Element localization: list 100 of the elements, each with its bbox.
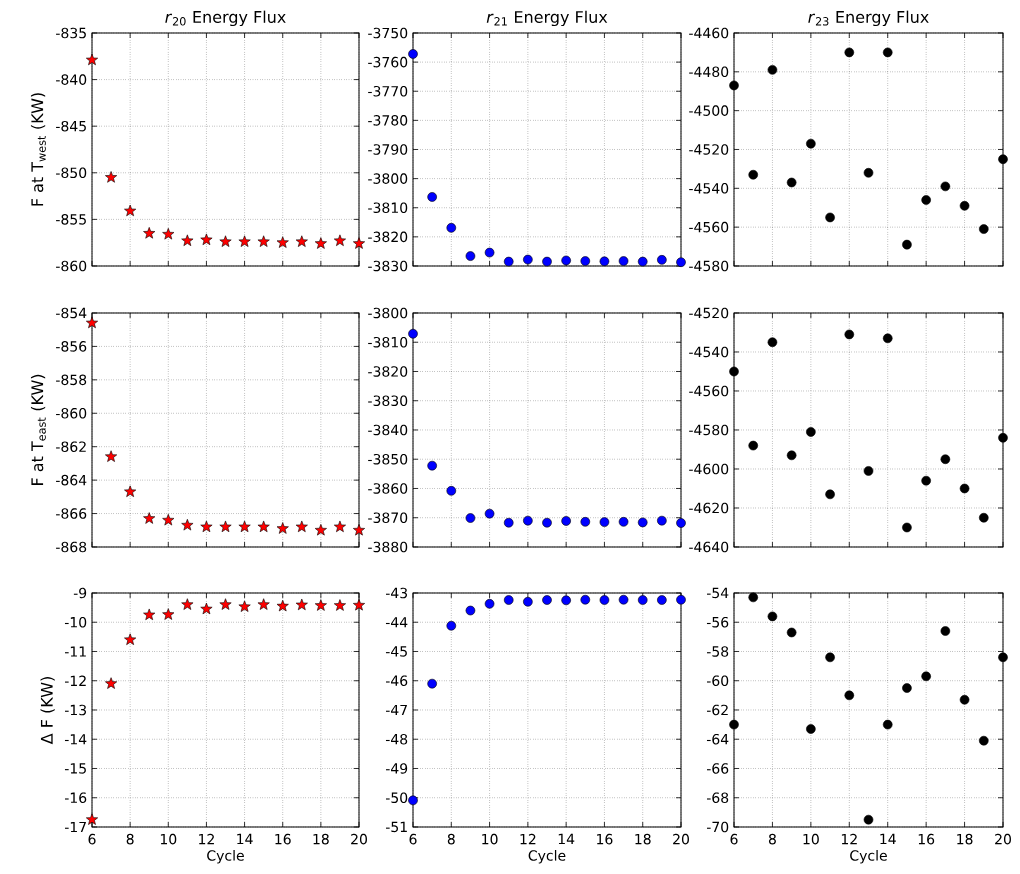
y-tick-label: -3790: [368, 144, 408, 155]
point: [295, 235, 308, 247]
point: [427, 460, 437, 471]
point: [427, 192, 437, 202]
y-tick-label: -13: [64, 704, 87, 716]
y-tick-label: -16: [64, 792, 87, 804]
x-tick-label: 20: [995, 833, 1011, 845]
point: [729, 80, 739, 91]
point: [200, 233, 213, 246]
point: [786, 177, 797, 188]
point: [767, 611, 778, 622]
y-tick-label: -60: [706, 675, 729, 687]
y-tick-label: -45: [385, 646, 407, 657]
point: [105, 677, 118, 689]
point: [124, 204, 137, 217]
point: [542, 256, 552, 267]
x-tick-label: 8: [126, 833, 134, 845]
x-tick-label: 18: [313, 833, 329, 845]
y-tick-label: -12: [64, 675, 86, 686]
point: [676, 594, 686, 605]
y-tick-label: -9: [73, 587, 87, 599]
point: [353, 598, 366, 611]
point: [200, 602, 213, 615]
point: [882, 719, 893, 730]
point: [523, 254, 533, 265]
y-tick-label: -3840: [368, 424, 408, 436]
point: [657, 515, 667, 526]
point: [806, 138, 816, 149]
point: [333, 520, 346, 533]
point: [314, 237, 327, 249]
point: [314, 599, 327, 611]
point: [580, 256, 591, 266]
point: [86, 53, 99, 66]
point: [844, 47, 855, 58]
point: [767, 337, 778, 348]
x-tick-label: 16: [275, 833, 291, 845]
y-tick-label: -858: [56, 374, 87, 386]
y-tick-label: -3810: [368, 336, 408, 348]
point: [863, 466, 874, 476]
y-tick-label: -4500: [689, 105, 729, 116]
point: [295, 520, 308, 533]
point: [959, 483, 970, 494]
point: [124, 485, 137, 497]
x-tick-label: 12: [520, 833, 536, 845]
y-tick-label: -4560: [689, 385, 729, 397]
point: [446, 223, 457, 233]
point: [676, 518, 686, 528]
point: [484, 247, 495, 258]
y-tick-label: -3750: [368, 27, 408, 39]
point: [729, 366, 739, 377]
point: [276, 522, 289, 534]
x-tick-label: 18: [635, 833, 651, 845]
y-tick-label: -3830: [368, 260, 408, 272]
point: [523, 596, 533, 607]
y-tick-label: -3800: [368, 307, 408, 319]
y-tick-label: -48: [385, 733, 408, 745]
point: [219, 520, 232, 533]
x-tick-label: 8: [768, 833, 776, 845]
y-tick-label: -3770: [368, 85, 408, 97]
x-tick-label: 10: [160, 833, 177, 845]
x-tick-label: 8: [447, 833, 455, 845]
x-tick-label: 18: [957, 833, 973, 845]
point: [427, 678, 437, 689]
point: [637, 517, 648, 528]
point: [806, 724, 816, 734]
y-tick-label: -4540: [689, 183, 729, 194]
point: [748, 440, 759, 451]
point: [124, 633, 137, 645]
y-axis-title: F at T$_{east}$ (KW): [30, 374, 46, 485]
chart-title: r$_{21}$ Energy Flux: [486, 10, 608, 27]
point: [162, 228, 175, 240]
point: [542, 517, 552, 528]
point: [921, 475, 931, 486]
point: [561, 255, 571, 266]
x-tick-label: 10: [803, 833, 819, 845]
y-tick-label: -15: [64, 763, 86, 774]
x-tick-label: 14: [237, 833, 253, 845]
y-tick-label: -3800: [368, 173, 408, 184]
x-tick-label: 20: [351, 833, 367, 845]
point: [618, 517, 629, 527]
point: [408, 328, 418, 339]
x-tick-label: 20: [673, 833, 689, 845]
point: [276, 236, 289, 248]
point: [940, 626, 951, 636]
point: [618, 256, 629, 266]
y-tick-label: -866: [56, 508, 87, 519]
point: [748, 592, 759, 603]
y-tick-label: -3870: [368, 512, 408, 524]
point: [276, 599, 289, 612]
point: [408, 49, 418, 59]
point: [465, 251, 476, 261]
point: [959, 694, 970, 705]
point: [863, 167, 874, 178]
point: [105, 450, 118, 462]
point: [143, 227, 156, 239]
y-tick-label: -862: [56, 441, 86, 452]
y-tick-label: -845: [56, 120, 86, 132]
point: [599, 517, 610, 527]
y-tick-label: -3760: [368, 56, 408, 68]
x-tick-label: 14: [558, 833, 575, 845]
